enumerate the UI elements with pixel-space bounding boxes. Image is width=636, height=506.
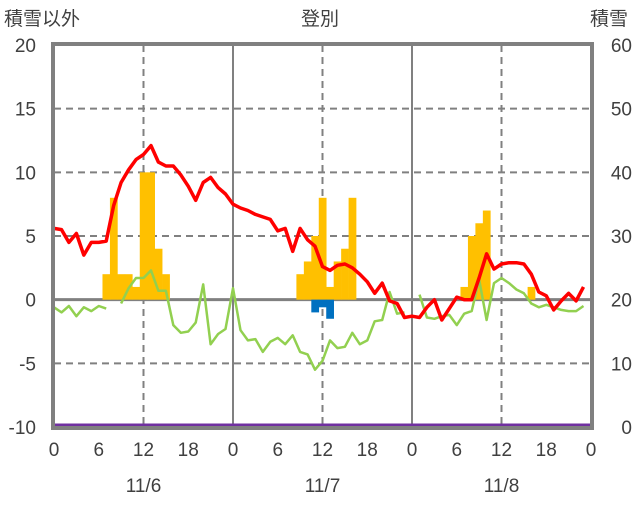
y2-tick-label: 0 xyxy=(621,418,632,439)
y-tick-label: 20 xyxy=(15,36,36,57)
x-tick-label: 12 xyxy=(491,440,512,461)
yellow-bar xyxy=(109,197,118,300)
y-tick-label: 15 xyxy=(15,100,36,121)
y2-tick-label: 10 xyxy=(611,354,632,375)
x-tick-label: 12 xyxy=(133,440,154,461)
date-label: 11/6 xyxy=(126,476,162,497)
yellow-bar xyxy=(296,274,305,300)
blue-bar xyxy=(326,299,334,319)
yellow-bar xyxy=(147,172,155,300)
yellow-bar xyxy=(311,236,320,300)
x-tick-label: 0 xyxy=(586,440,597,461)
y2-tick-label: 50 xyxy=(611,100,632,121)
yellow-bar xyxy=(326,286,334,300)
yellow-bar xyxy=(341,248,349,300)
y-tick-label: 5 xyxy=(25,227,36,248)
plot-frame xyxy=(51,42,594,430)
yellow-bar xyxy=(139,172,148,300)
y2-tick-label: 30 xyxy=(611,227,632,248)
x-tick-label: 6 xyxy=(451,440,462,461)
y2-tick-label: 60 xyxy=(611,36,632,57)
yellow-bar xyxy=(333,261,342,300)
x-tick-label: 12 xyxy=(312,440,333,461)
yellow-bar xyxy=(475,223,484,300)
yellow-bar xyxy=(460,286,469,300)
yellow-bar xyxy=(318,197,327,300)
left-axis-title: 積雪以外 xyxy=(4,8,80,30)
red-line xyxy=(53,143,586,322)
x-tick-label: 6 xyxy=(93,440,104,461)
y2-tick-label: 40 xyxy=(611,163,632,184)
yellow-bar xyxy=(527,286,536,300)
yellow-bar xyxy=(348,197,357,300)
yellow-bar xyxy=(117,274,126,300)
blue-bar xyxy=(311,299,320,313)
y-tick-label: 10 xyxy=(15,163,36,184)
yellow-bar xyxy=(132,286,141,300)
blue-bar xyxy=(318,299,327,308)
date-label: 11/8 xyxy=(484,476,520,497)
x-tick-label: 0 xyxy=(228,440,239,461)
x-tick-label: 18 xyxy=(357,440,378,461)
y-tick-label: -10 xyxy=(9,418,36,439)
x-tick-label: 6 xyxy=(272,440,283,461)
x-tick-label: 18 xyxy=(178,440,199,461)
yellow-bar xyxy=(467,236,476,300)
y2-tick-label: 20 xyxy=(611,291,632,312)
yellow-bar xyxy=(303,261,312,300)
yellow-bar xyxy=(154,248,163,300)
yellow-bar xyxy=(162,274,170,300)
x-tick-label: 0 xyxy=(49,440,60,461)
chart-title: 登別 xyxy=(301,8,339,30)
y-tick-label: 0 xyxy=(25,291,36,312)
date-label: 11/7 xyxy=(305,476,341,497)
x-tick-label: 18 xyxy=(536,440,557,461)
yellow-bar xyxy=(102,274,111,300)
right-axis-title: 積雪 xyxy=(590,8,628,30)
x-tick-label: 0 xyxy=(407,440,418,461)
y-tick-label: -5 xyxy=(19,354,36,375)
